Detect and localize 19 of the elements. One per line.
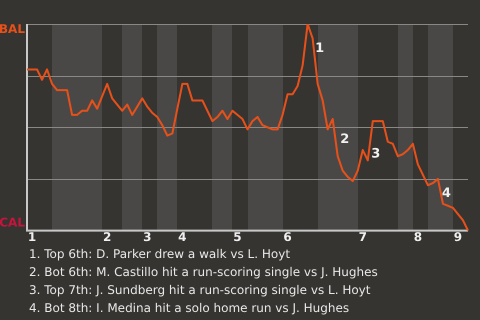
x-tick-label: 5 bbox=[233, 230, 242, 244]
text: 1. Top 6th: D. Parker drew a walk vs L. Hoyt bbox=[29, 246, 292, 263]
text: CAL bbox=[0, 216, 26, 230]
text: 2. Bot 6th: M. Castillo hit a run-scoring single vs J. Hughes bbox=[29, 264, 379, 281]
annotation: 3 bbox=[371, 146, 380, 162]
x-tick-label: 2 bbox=[103, 230, 112, 244]
x-tick-label: 1 bbox=[28, 230, 36, 244]
annotation: 2 bbox=[340, 132, 350, 148]
text: 4. Bot 8th: I. Medina hit a solo home run vs J. Hughes bbox=[29, 300, 350, 317]
x-tick-label: 3 bbox=[143, 230, 152, 244]
x-tick-label: 7 bbox=[358, 230, 367, 244]
annotation: 1 bbox=[315, 41, 324, 56]
x-tick-label: 4 bbox=[178, 230, 187, 244]
x-tick-label: 8 bbox=[414, 230, 422, 244]
x-tick-label: 9 bbox=[454, 230, 462, 244]
text: BAL bbox=[0, 22, 26, 36]
text: 3. Top 7th: J. Sundberg hit a run-scoring single vs L. Hoyt bbox=[29, 282, 372, 299]
annotation: 4 bbox=[442, 186, 451, 201]
x-tick-label: 6 bbox=[283, 230, 292, 244]
